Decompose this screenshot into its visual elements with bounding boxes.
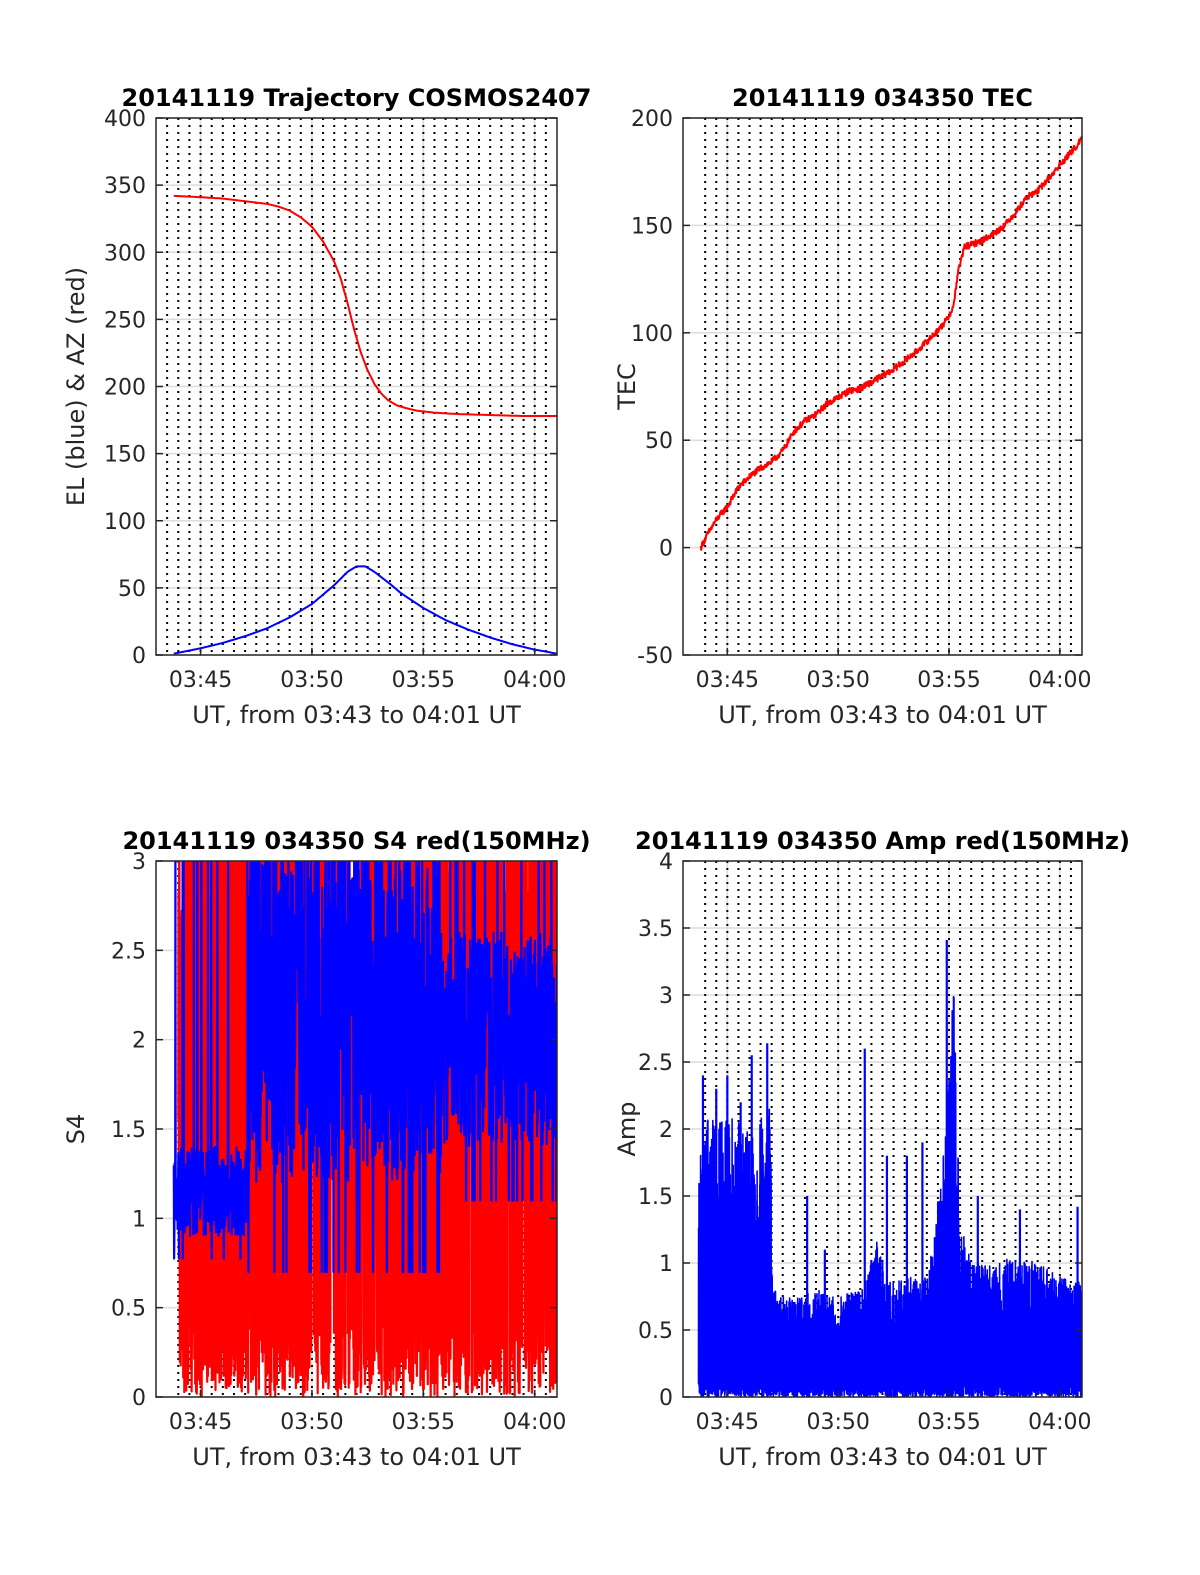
- trajectory-ytick-label: 300: [104, 241, 146, 266]
- s4-ytick-label: 3: [132, 850, 146, 875]
- amp-ytick-label: 2: [659, 1118, 673, 1143]
- s4-series-line: [172, 861, 557, 1273]
- s4-xtick-label: 03:55: [392, 1410, 455, 1435]
- tec-panel: -50 0 50 100 150 200 03:45 03:50 03:55 04:00 UT, f…: [613, 84, 1092, 729]
- s4-panel: 0 0.5 1 1.5 2 2.5 3 03:45 03:50 03:55 04:00 UT, fro…: [62, 827, 591, 1471]
- s4-xlabel: UT, from 03:43 to 04:01 UT: [192, 1443, 521, 1471]
- trajectory-ytick-label: 350: [104, 174, 146, 199]
- amp-ytick-label: 0.5: [638, 1319, 673, 1344]
- s4-ytick-label: 0: [132, 1386, 146, 1411]
- amp-ytick-label: 1.5: [638, 1185, 673, 1210]
- tec-xtick-label: 04:00: [1028, 668, 1091, 693]
- s4-xtick-label: 04:00: [503, 1410, 566, 1435]
- amp-ytick-label: 3: [659, 984, 673, 1009]
- tec-ylabel: TEC: [613, 363, 641, 411]
- tec-axes-box: [682, 117, 1083, 656]
- trajectory-ytick-label: 200: [104, 376, 146, 401]
- tec-ytick-label: 0: [659, 537, 673, 562]
- tec-ytick-label: 150: [631, 214, 673, 239]
- trajectory-panel: 0 50 100 150 200 250 300 350 400 03:45 03:50 03:55 0…: [62, 84, 591, 729]
- tec-ytick-label: 100: [631, 322, 673, 347]
- trajectory-ytick-label: 400: [104, 107, 146, 132]
- amp-xlabel: UT, from 03:43 to 04:01 UT: [718, 1443, 1047, 1471]
- tec-xtick-label: 03:55: [917, 668, 980, 693]
- trajectory-ytick-label: 50: [118, 577, 146, 602]
- tec-xtick-label: 03:50: [806, 668, 869, 693]
- amp-ytick-label: 4: [659, 850, 673, 875]
- s4-ytick-label: 1.5: [111, 1118, 146, 1143]
- s4-ytick-label: 1: [132, 1207, 146, 1232]
- amp-xtick-label: 03:50: [806, 1410, 869, 1435]
- trajectory-ytick-label: 250: [104, 308, 146, 333]
- tec-ytick-label: 200: [631, 107, 673, 132]
- amp-ytick-label: 3.5: [638, 917, 673, 942]
- s4-ytick-label: 2: [132, 1029, 146, 1054]
- trajectory-ytick-label: 150: [104, 443, 146, 468]
- amp-panel: 0 0.5 1 1.5 2 2.5 3 3.5 4 03:45 03:50 03:55 04:00 UT,…: [613, 827, 1130, 1471]
- amp-ytick-label: 1: [659, 1252, 673, 1277]
- s4-ytick-label: 2.5: [111, 939, 146, 964]
- amp-xtick-label: 03:45: [696, 1410, 759, 1435]
- amp-ytick-label: 0: [659, 1386, 673, 1411]
- amp-series-line: [697, 995, 1082, 1397]
- s4-title: 20141119 034350 S4 red(150MHz): [122, 827, 590, 855]
- s4-xtick-label: 03:45: [169, 1410, 232, 1435]
- tec-xtick-label: 03:45: [696, 668, 759, 693]
- tec-ytick-label: 50: [645, 429, 673, 454]
- s4-ytick-label: 0.5: [111, 1297, 146, 1322]
- trajectory-series-line: [173, 194, 557, 417]
- trajectory-ytick-label: 100: [104, 510, 146, 535]
- amp-title: 20141119 034350 Amp red(150MHz): [635, 827, 1130, 855]
- tec-ytick-label: -50: [637, 644, 673, 669]
- tec-series-line: [699, 135, 1082, 551]
- trajectory-ytick-label: 0: [132, 644, 146, 669]
- tec-title: 20141119 034350 TEC: [732, 84, 1033, 112]
- trajectory-xtick-label: 04:00: [503, 668, 566, 693]
- trajectory-xtick-label: 03:50: [280, 668, 343, 693]
- s4-xtick-label: 03:50: [280, 1410, 343, 1435]
- trajectory-xtick-label: 03:55: [392, 668, 455, 693]
- trajectory-xlabel: UT, from 03:43 to 04:01 UT: [192, 701, 521, 729]
- tec-xlabel: UT, from 03:43 to 04:01 UT: [718, 701, 1047, 729]
- trajectory-ylabel: EL (blue) & AZ (red): [62, 267, 90, 506]
- s4-ylabel: S4: [62, 1114, 90, 1145]
- amp-xtick-label: 03:55: [917, 1410, 980, 1435]
- trajectory-series-line: [173, 565, 557, 655]
- trajectory-xtick-label: 03:45: [169, 668, 232, 693]
- trajectory-title: 20141119 Trajectory COSMOS2407: [122, 84, 592, 112]
- amp-ylabel: Amp: [613, 1101, 641, 1156]
- amp-ytick-label: 2.5: [638, 1051, 673, 1076]
- amp-xtick-label: 04:00: [1028, 1410, 1091, 1435]
